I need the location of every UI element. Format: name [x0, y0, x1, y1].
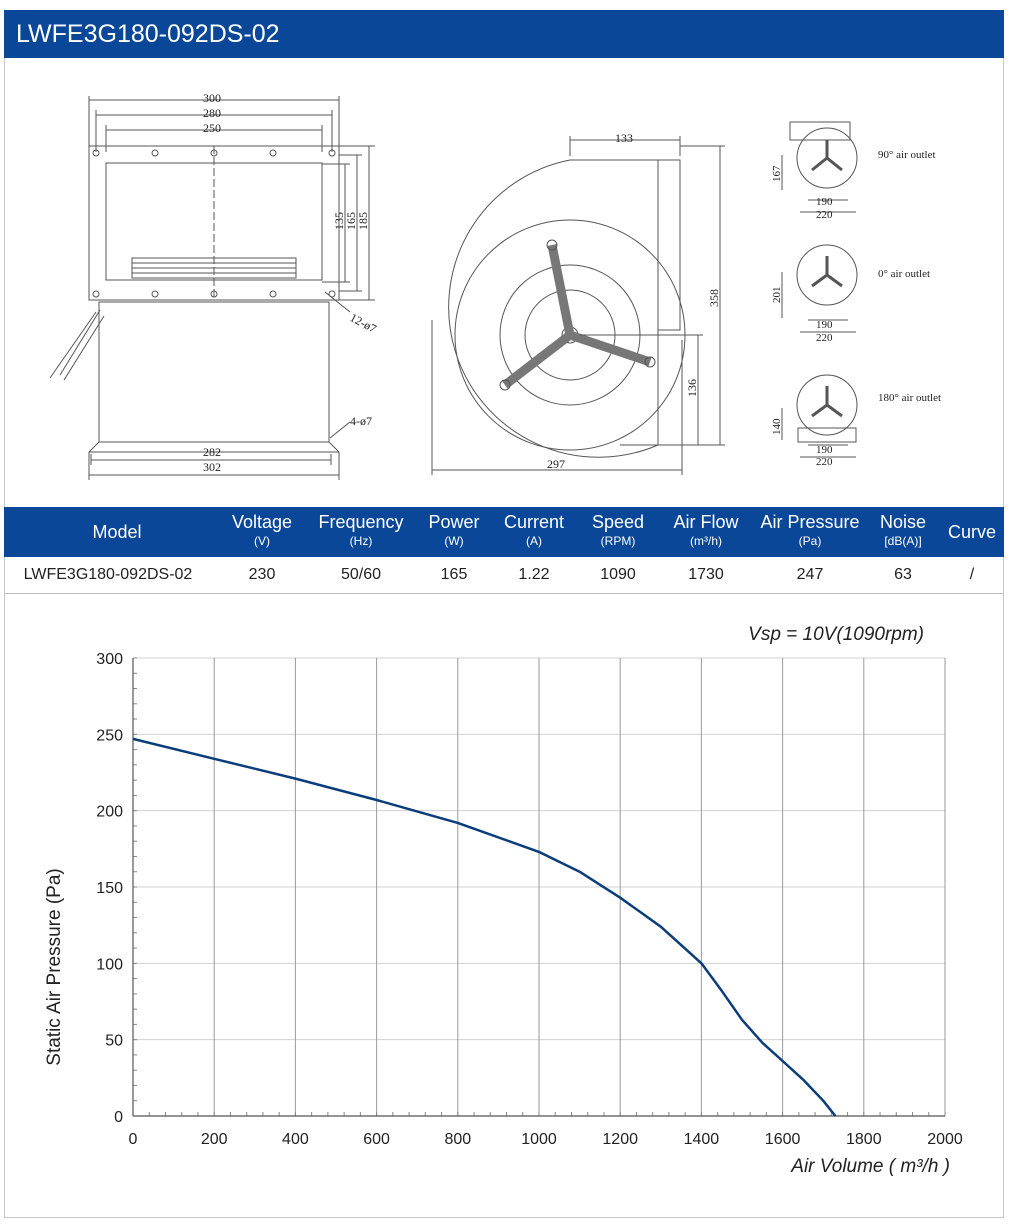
dim-282: 282: [203, 445, 221, 459]
y-tick-label: 200: [96, 804, 123, 821]
header-speed: Speed (RPM): [591, 512, 645, 548]
x-tick-label: 1600: [765, 1131, 801, 1148]
outlet-0-label: 0° air outlet: [878, 268, 930, 280]
outlet-0-w1: 190: [816, 319, 833, 331]
x-tick-label: 400: [282, 1131, 309, 1148]
x-tick-label: 1800: [846, 1131, 882, 1148]
dim-136: 136: [685, 379, 699, 397]
cell-air-flow: 1730: [688, 566, 724, 583]
dim-250: 250: [203, 121, 221, 135]
dimension-labels: 300 280 250 135 165 185 12-ø7 4-ø7 282 3…: [203, 91, 941, 474]
header-curve: Curve: [947, 522, 996, 542]
spec-table-row: LWFE3G180-092DS-02 230 50/60 165 1.22 10…: [4, 557, 1004, 594]
y-tick-label: 0: [114, 1109, 123, 1126]
x-tick-label: 1200: [602, 1131, 638, 1148]
dim-185: 185: [356, 212, 370, 230]
pressure-curve-line: [132, 737, 837, 1117]
outlet-0-height: 201: [771, 287, 783, 304]
header-voltage: Voltage (V): [231, 512, 293, 548]
chart-annotation: Vsp = 10V(1090rpm): [748, 624, 924, 645]
cell-noise: 63: [894, 566, 912, 583]
outlet-90-w1: 190: [816, 196, 833, 208]
spec-table-header: Model Voltage (V) Frequency (Hz) Power (W) …: [4, 507, 1004, 557]
dim-302: 302: [203, 460, 221, 474]
technical-drawings: 300 280 250 135 165 185 12-ø7 4-ø7 282 3…: [49, 91, 941, 480]
cell-power: 165: [440, 566, 468, 583]
header-air-flow: Air Flow (m³/h): [673, 512, 739, 548]
outlet-180-w1: 190: [816, 444, 833, 456]
y-tick-label: 300: [96, 651, 123, 668]
x-tick-label: 0: [129, 1131, 138, 1148]
y-axis-title: Static Air Pressure (Pa): [44, 868, 65, 1065]
side-view-drawing: [431, 136, 725, 475]
outlet-90-height: 167: [771, 165, 783, 182]
chart-ticks: 0 50 100 150 200 250 300 0 200 400 600 800 1000 1200 1…: [96, 651, 963, 1148]
cell-speed: 1090: [600, 566, 636, 583]
outlet-views: [781, 121, 858, 458]
dim-297: 297: [547, 457, 565, 471]
cell-frequency: 50/60: [340, 566, 382, 583]
cell-voltage: 230: [248, 566, 276, 583]
title-bar: LWFE3G180-092DS-02: [4, 10, 1004, 58]
outlet-180-height: 140: [771, 418, 783, 435]
cell-curve: /: [969, 566, 975, 583]
y-tick-label: 100: [96, 956, 123, 973]
dim-300: 300: [203, 91, 221, 105]
dim-165: 165: [344, 212, 358, 230]
x-tick-label: 600: [363, 1131, 390, 1148]
header-power: Power (W): [428, 512, 480, 548]
y-tick-label: 150: [96, 880, 123, 897]
outlet-180-w2: 220: [816, 456, 833, 468]
dim-358: 358: [707, 289, 721, 307]
header-air-pressure: Air Pressure (Pa): [760, 512, 860, 548]
x-tick-label: 2000: [927, 1131, 963, 1148]
x-tick-label: 1400: [684, 1131, 720, 1148]
page-title: LWFE3G180-092DS-02: [16, 20, 280, 48]
x-tick-label: 1000: [521, 1131, 557, 1148]
dim-12-holes: 12-ø7: [348, 310, 379, 336]
outlet-0-w2: 220: [816, 332, 833, 344]
cell-model: LWFE3G180-092DS-02: [23, 566, 193, 583]
header-frequency: Frequency (Hz): [318, 512, 404, 548]
outlet-90-w2: 220: [816, 209, 833, 221]
x-axis-title: Air Volume ( m³/h ): [790, 1156, 950, 1177]
performance-chart: 0 50 100 150 200 250 300 0 200 400 600 800 1000 1200 1…: [44, 624, 963, 1177]
front-view-drawing: [49, 96, 375, 480]
outlet-180-label: 180° air outlet: [878, 392, 941, 404]
y-tick-label: 50: [105, 1033, 123, 1050]
dim-4-holes: 4-ø7: [350, 414, 372, 428]
dim-135: 135: [332, 212, 346, 230]
cell-air-pressure: 247: [796, 566, 824, 583]
header-model: Model: [92, 522, 142, 542]
cell-current: 1.22: [518, 566, 550, 583]
x-tick-label: 200: [201, 1131, 228, 1148]
y-tick-label: 250: [96, 727, 123, 744]
header-current: Current (A): [503, 512, 565, 548]
x-tick-label: 800: [444, 1131, 471, 1148]
chart-series: [132, 737, 837, 1117]
chart-grid: [132, 657, 946, 1117]
header-noise: Noise [dB(A)]: [879, 512, 927, 548]
dim-133: 133: [615, 131, 633, 145]
dim-280: 280: [203, 106, 221, 120]
outlet-90-label: 90° air outlet: [878, 149, 936, 161]
